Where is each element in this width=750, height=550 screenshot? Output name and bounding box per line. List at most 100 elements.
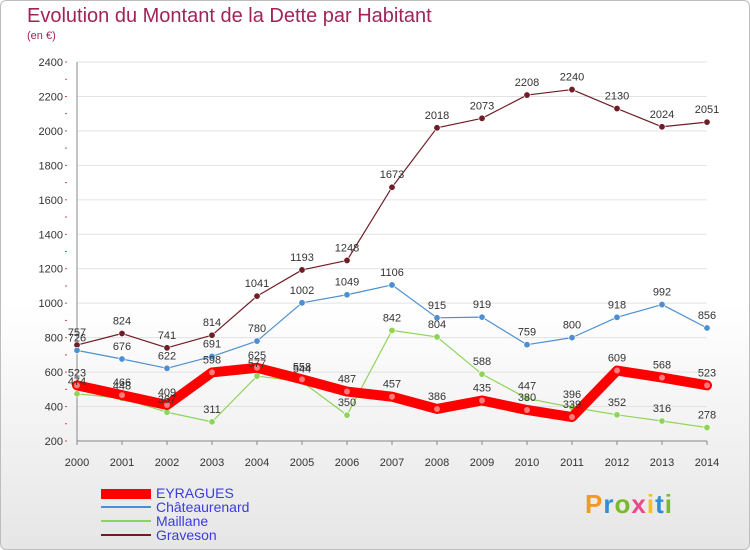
proxiti-logo: Proxiti xyxy=(585,489,673,519)
data-label: 380 xyxy=(518,392,536,404)
data-label: 676 xyxy=(113,341,131,353)
data-label: 278 xyxy=(698,410,716,422)
data-label: 2130 xyxy=(605,91,629,103)
data-label: 609 xyxy=(608,353,626,365)
data-point xyxy=(659,374,665,381)
data-label: 598 xyxy=(203,354,221,366)
data-label: 780 xyxy=(248,323,266,335)
y-tick-label: 2200 xyxy=(39,91,63,103)
data-point xyxy=(389,393,395,400)
data-point xyxy=(254,364,260,371)
data-point xyxy=(703,118,711,126)
x-tick-label: 2000 xyxy=(65,457,89,469)
data-point xyxy=(163,364,171,372)
data-point xyxy=(613,105,621,113)
data-point xyxy=(343,291,351,299)
data-point xyxy=(658,301,666,309)
data-label: 691 xyxy=(203,338,221,350)
x-tick-label: 2013 xyxy=(650,457,674,469)
data-point xyxy=(479,397,485,404)
data-point xyxy=(208,418,216,426)
data-point xyxy=(208,352,216,360)
legend-label: Châteaurenard xyxy=(156,499,250,515)
data-label: 457 xyxy=(383,379,401,391)
data-label: 386 xyxy=(428,391,446,403)
data-label: 726 xyxy=(68,332,86,344)
data-point xyxy=(614,367,620,374)
legend-item-eyragues: EYRAGUES xyxy=(101,485,361,501)
data-label: 915 xyxy=(428,300,446,312)
data-point xyxy=(343,411,351,419)
data-point xyxy=(209,369,215,376)
x-tick-label: 2005 xyxy=(290,457,314,469)
data-label: 842 xyxy=(383,312,401,324)
data-point xyxy=(73,390,81,398)
data-point xyxy=(523,394,531,402)
data-point xyxy=(388,326,396,334)
data-point xyxy=(343,256,351,264)
data-label: 2240 xyxy=(560,72,584,84)
data-label: 919 xyxy=(473,299,491,311)
data-label: 352 xyxy=(608,397,626,409)
data-label: 409 xyxy=(158,387,176,399)
data-label: 523 xyxy=(68,367,86,379)
data-label: 339 xyxy=(563,399,581,411)
x-tick-label: 2009 xyxy=(470,457,494,469)
x-tick-label: 2012 xyxy=(605,457,629,469)
data-point xyxy=(523,91,531,99)
legend-label: Maillane xyxy=(156,513,209,529)
data-point xyxy=(658,123,666,131)
data-point xyxy=(478,114,486,122)
data-point xyxy=(569,414,575,421)
legend-item-chateaurenard: Châteaurenard xyxy=(101,499,361,515)
x-tick-label: 2006 xyxy=(335,457,359,469)
data-labels: 757 824 741 814 1041 1193 1248 1673 2018 2073 2208… xyxy=(68,72,719,422)
legend-swatch-eyragues xyxy=(101,489,151,499)
data-label: 1248 xyxy=(335,242,359,254)
y-tick-label: 1600 xyxy=(39,195,63,207)
y-tick-label: 2000 xyxy=(39,126,63,138)
data-label: 1049 xyxy=(335,277,359,289)
data-point xyxy=(253,372,261,380)
data-label: 2051 xyxy=(695,104,719,116)
data-point xyxy=(433,314,441,322)
legend-label: EYRAGUES xyxy=(156,485,234,501)
data-point xyxy=(478,313,486,321)
legend-swatch-chateaurenard xyxy=(101,506,151,508)
y-tick-label: 1000 xyxy=(39,298,63,310)
x-tick-label: 2010 xyxy=(515,457,539,469)
legend-swatch-maillane xyxy=(101,520,151,522)
data-point xyxy=(164,401,170,408)
data-label: 741 xyxy=(158,330,176,342)
data-label: 466 xyxy=(113,377,131,389)
legend-item-graveson: Graveson xyxy=(101,527,361,543)
data-point xyxy=(434,405,440,412)
data-label: 2208 xyxy=(515,77,539,89)
data-point xyxy=(253,337,261,345)
data-label: 396 xyxy=(563,389,581,401)
x-tick-label: 2001 xyxy=(110,457,134,469)
chart-subtitle: (en €) xyxy=(27,30,56,42)
data-point xyxy=(118,330,126,338)
data-label: 814 xyxy=(203,317,221,329)
y-tick-label: 600 xyxy=(45,367,63,379)
data-point xyxy=(433,333,441,341)
data-point xyxy=(568,334,576,342)
legend-label: Graveson xyxy=(156,527,217,543)
data-label: 800 xyxy=(563,320,581,332)
data-label: 316 xyxy=(653,403,671,415)
data-label: 1106 xyxy=(380,267,404,279)
data-label: 856 xyxy=(698,310,716,322)
data-label: 447 xyxy=(518,380,536,392)
x-tick-label: 2008 xyxy=(425,457,449,469)
data-label: 1002 xyxy=(290,285,314,297)
legend-swatch-graveson xyxy=(101,534,151,536)
data-label: 1193 xyxy=(290,252,314,264)
data-label: 523 xyxy=(698,367,716,379)
data-label: 1673 xyxy=(380,169,404,181)
x-tick-label: 2011 xyxy=(560,457,584,469)
data-point xyxy=(613,411,621,419)
data-label: 588 xyxy=(473,356,491,368)
data-point xyxy=(74,382,80,389)
